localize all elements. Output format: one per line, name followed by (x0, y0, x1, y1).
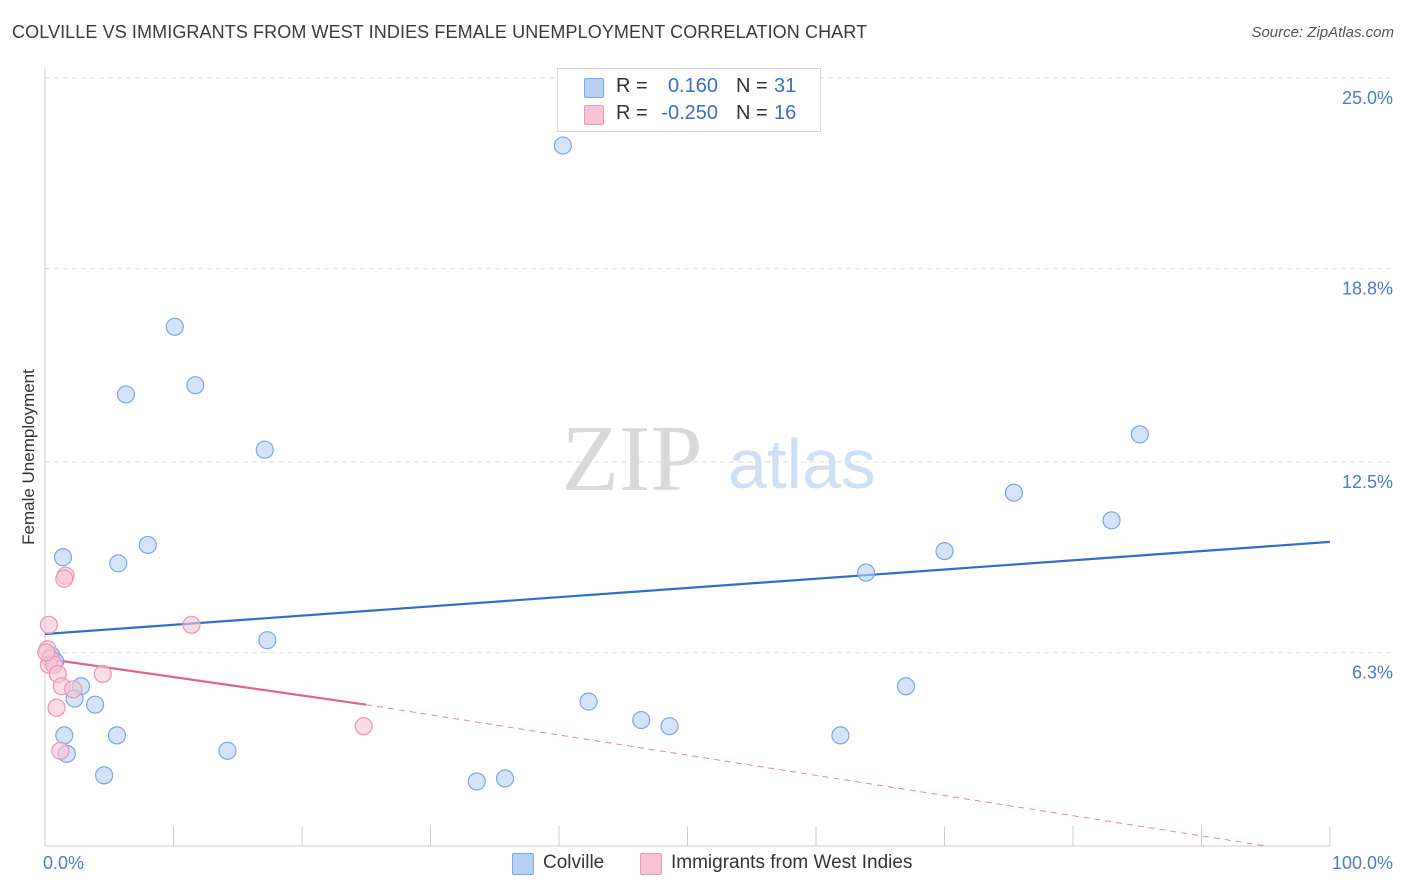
colville-point (467, 772, 486, 791)
colville-point (1130, 425, 1149, 444)
axes (44, 68, 1331, 847)
y-tick-label: 25.0% (1342, 88, 1393, 108)
legend-row-colville: R = 0.160 N = 31 (558, 75, 820, 101)
colville-point (86, 695, 105, 714)
west-indies-point (55, 569, 74, 588)
data-points (37, 136, 1149, 791)
colville-point (1102, 511, 1121, 530)
colville-point (55, 726, 74, 745)
legend-r-label: R = (616, 75, 648, 97)
y-tick-label: 12.5% (1342, 472, 1393, 492)
y-tick-label: 6.3% (1352, 662, 1393, 682)
x-tick-label-right: 100.0% (1332, 853, 1393, 873)
legend-r-value: 0.160 (667, 75, 718, 97)
legend-n-value: 31 (774, 75, 797, 97)
west-indies-point (51, 741, 70, 760)
legend-r-value: -0.250 (661, 102, 718, 124)
legend-label-west-indies: Immigrants from West Indies (671, 852, 913, 873)
legend-swatch-blue (584, 78, 604, 98)
west-indies-point (37, 643, 56, 662)
source-label: Source: ZipAtlas.com (1251, 24, 1394, 41)
colville-trendline (44, 540, 1331, 636)
colville-point (857, 563, 876, 582)
chart-title: COLVILLE VS IMMIGRANTS FROM WEST INDIES … (12, 22, 868, 42)
watermark-zip: ZIP (562, 407, 703, 511)
colville-point (632, 710, 651, 730)
legend-swatch-pink (640, 853, 662, 875)
series-legend: Colville Immigrants from West Indies (0, 852, 1406, 876)
legend-n-value: 16 (774, 102, 797, 124)
west-indies-point (47, 698, 66, 717)
west-indies-trendline-extrapolated (366, 704, 1266, 847)
west-indies-point (93, 664, 112, 684)
colville-point (255, 440, 274, 459)
colville-point (831, 726, 850, 745)
colville-point (109, 554, 128, 573)
colville-point (896, 677, 916, 696)
watermark-atlas: atlas (728, 425, 876, 503)
legend-row-west-indies: R = -0.250 N = 16 (558, 102, 820, 128)
colville-point (935, 541, 954, 561)
y-tick-label: 18.8% (1342, 278, 1393, 298)
colville-point (579, 692, 598, 711)
colville-point (258, 631, 277, 650)
west-indies-point (182, 615, 201, 634)
x-tick-label-left: 0.0% (43, 853, 84, 873)
colville-point (553, 136, 572, 155)
correlation-legend: R = 0.160 N = 31 R = -0.250 N = 16 (557, 68, 821, 132)
legend-label-colville: Colville (543, 852, 605, 873)
colville-point (116, 385, 136, 404)
colville-point (138, 535, 157, 555)
grid-lines (45, 77, 1394, 653)
y-axis-label: Female Unemployment (19, 369, 38, 545)
colville-point (1004, 483, 1023, 502)
west-indies-point (39, 615, 58, 634)
colville-point (95, 766, 114, 785)
colville-point (218, 741, 237, 760)
x-tick-labels: 0.0% 100.0% (43, 853, 1393, 873)
trendlines (44, 540, 1331, 847)
colville-point (660, 717, 679, 736)
y-tick-labels: 6.3% 12.5% 18.8% 25.0% (1342, 88, 1393, 682)
colville-point (495, 769, 515, 788)
legend-swatch-pink (584, 105, 604, 125)
watermark: ZIP atlas (562, 407, 876, 511)
legend-swatch-blue (512, 853, 534, 875)
colville-point (107, 726, 127, 745)
legend-n-label: N = (736, 75, 768, 97)
colville-point (165, 317, 184, 336)
colville-point (186, 376, 205, 395)
west-indies-point (64, 680, 83, 699)
west-indies-point (354, 717, 373, 736)
legend-n-label: N = (736, 102, 768, 124)
colville-point (53, 548, 73, 567)
legend-r-label: R = (616, 102, 648, 124)
